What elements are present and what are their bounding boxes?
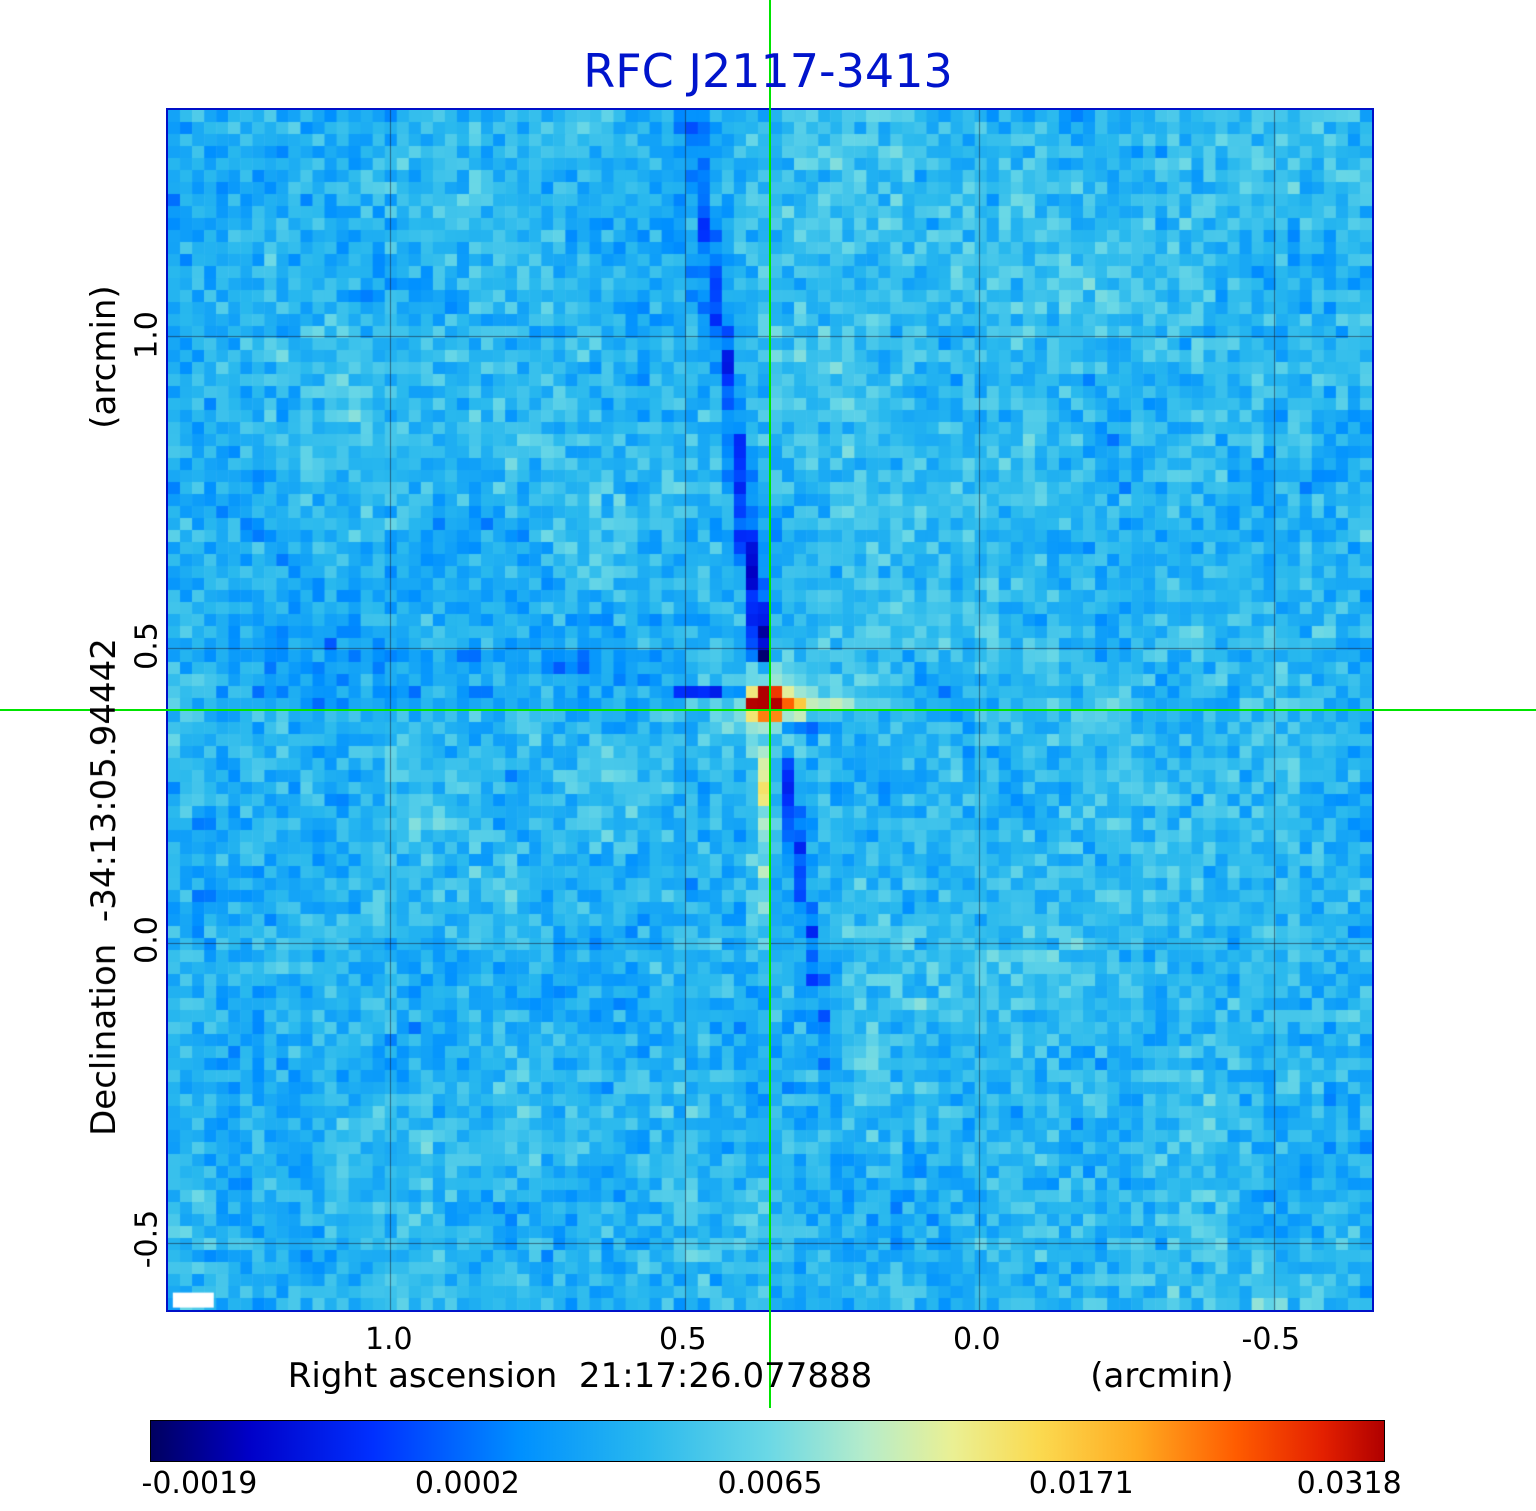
colorbar-tick-label: 0.0002 <box>414 1466 520 1501</box>
colorbar-tick-label: 0.0171 <box>1028 1466 1134 1501</box>
y-tick-label: -0.5 <box>129 1209 165 1269</box>
y-tick-label: 0.0 <box>129 916 165 964</box>
colorbar-tick-label: -0.0019 <box>141 1466 258 1501</box>
colorbar-tick-label: 0.0318 <box>1296 1466 1402 1501</box>
y-tick-label: 1.0 <box>129 310 165 359</box>
crosshair-horizontal-line <box>0 709 1536 711</box>
crosshair-vertical-line <box>769 0 771 1408</box>
x-tick-label: 1.0 <box>364 1322 413 1357</box>
x-axis-title: Right ascension 21:17:26.077888 <box>287 1356 873 1396</box>
page-title: RFC J2117-3413 <box>583 44 953 98</box>
y-tick-label: 0.5 <box>129 621 165 670</box>
x-axis-unit-label: (arcmin) <box>1090 1356 1234 1396</box>
x-tick-label: 0.5 <box>658 1322 707 1357</box>
x-tick-label: 0.0 <box>952 1322 1001 1357</box>
x-tick-label: -0.5 <box>1241 1322 1301 1357</box>
y-axis-title: Declination -34:13:05.94442 <box>84 638 124 1136</box>
colorbar-labels: -0.0019 0.0002 0.0065 0.0171 0.0318 <box>141 1466 1401 1506</box>
y-axis-unit-label: (arcmin) <box>84 285 124 429</box>
colorbar-tick-label: 0.0065 <box>717 1466 823 1501</box>
colorbar-gradient <box>150 1420 1385 1462</box>
